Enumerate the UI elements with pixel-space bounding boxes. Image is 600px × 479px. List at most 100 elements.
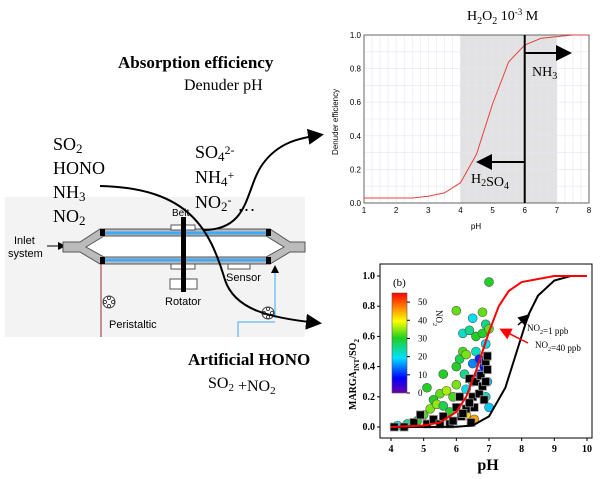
gas-no2: NO2 <box>53 206 86 228</box>
rotator-label: Rotator <box>165 296 201 308</box>
absorption-title: Absorption efficiency <box>118 53 274 72</box>
ion-list: SO42- NH4+ NO2-… <box>195 142 256 215</box>
seal <box>100 257 105 264</box>
y-tick-label: 0.0 <box>363 422 376 433</box>
red-curve <box>390 275 587 428</box>
data-point-square <box>469 402 479 412</box>
black-curve <box>391 275 587 428</box>
data-point-circle <box>467 313 478 324</box>
data-point-circle <box>484 277 494 287</box>
denuder-efficiency-chart: 1 2 3 4 5 6 7 8 0.0 0.2 0.4 0.6 0.8 1.0 NH3 H2SO4 H2O2 1… <box>331 7 592 231</box>
belt-label: Belt <box>172 208 189 219</box>
y-tick-label: 1.0 <box>363 271 376 282</box>
chart-title: H2O2 10-3 M <box>467 7 539 27</box>
data-point-circle <box>461 349 471 360</box>
artificial-title: Artificial HONO <box>188 350 310 369</box>
x-tick-label: 4 <box>458 206 463 215</box>
x-tick-label: 6 <box>454 444 459 455</box>
y-tick-label: 0.8 <box>363 301 376 312</box>
colorbar-tick-label: 20 <box>418 352 428 362</box>
y-tick-label: 0.4 <box>350 132 362 141</box>
data-point-circle <box>477 307 488 318</box>
y-tick-label: 0.2 <box>363 392 376 403</box>
y-tick-label: 0.0 <box>350 199 362 208</box>
y-tick-label: 0.6 <box>363 331 376 342</box>
colorbar-tick-label: 40 <box>418 315 428 325</box>
x-axis-label: pH <box>471 222 481 231</box>
data-point-circle <box>425 404 436 414</box>
x-tick-label: 10 <box>582 444 592 455</box>
ion-no2: NO2-… <box>195 192 256 215</box>
y-tick-label: 1.0 <box>350 31 362 40</box>
peristaltic-label: Peristaltic <box>109 319 157 331</box>
belt-shaft <box>181 217 186 292</box>
peristaltic-pump-icon <box>102 295 116 309</box>
y-tick-label: 0.8 <box>350 65 362 74</box>
rotator-shaft <box>181 277 186 292</box>
data-point-circle <box>451 305 462 316</box>
y-axis-label-main: MARGA <box>348 370 359 410</box>
colorbar-tick-label: 0 <box>418 388 423 398</box>
y-tick-label: 0.2 <box>350 165 362 174</box>
data-point-circle <box>438 401 449 411</box>
ion-so4-base: SO4 <box>195 142 225 164</box>
artificial-flow-arrow <box>99 185 322 330</box>
x-tick-label: 5 <box>490 206 495 215</box>
x-tick-label: 4 <box>389 444 394 455</box>
x-tick-label: 6 <box>522 206 527 215</box>
h2so4-annotation: H2SO4 <box>471 172 509 192</box>
data-point-square <box>464 398 474 408</box>
data-point-square <box>415 410 425 420</box>
x-axis-label: pH <box>477 457 499 474</box>
gas-hono: HONO <box>53 158 105 178</box>
return-line-2 <box>237 321 275 337</box>
sensor-box <box>227 263 251 270</box>
colorbar <box>391 292 408 394</box>
denuder-schematic: Inlet system Belt Rotator Sensor Perista… <box>5 197 306 337</box>
x-tick-label: 1 <box>362 206 367 215</box>
seal <box>100 229 105 236</box>
ion-no2-base: NO2 <box>195 192 228 214</box>
artificial-subtitle: SO2 +NO2 <box>208 375 276 397</box>
ion-so4-charge: 2- <box>225 143 235 157</box>
colorbar-label: NO2 <box>431 310 444 326</box>
data-point-circle <box>477 328 488 339</box>
absorption-subtitle: Denuder pH <box>184 77 263 94</box>
ion-no2-charge: - <box>228 193 232 207</box>
gas-so2: SO2 <box>53 134 83 156</box>
seal <box>266 257 271 264</box>
sensor-label: Sensor <box>226 272 261 284</box>
colorbar-tick-label: 30 <box>418 333 428 343</box>
data-point-square <box>482 365 492 375</box>
no2-40-arrow <box>499 328 529 344</box>
y-axis-label-tail: /SO2 <box>348 339 361 360</box>
data-point-circle <box>438 369 449 379</box>
data-point-circle <box>467 358 478 369</box>
ion-so4: SO42- <box>195 142 235 164</box>
y-tick-label: 0.6 <box>350 98 362 107</box>
ion-nh4-charge: + <box>228 168 235 182</box>
no2-1-arrow <box>517 313 531 327</box>
data-point-square <box>476 371 486 381</box>
data-point-circle <box>451 379 462 390</box>
x-tick-label: 8 <box>587 206 592 215</box>
y-axis-label: Denuder efficiency <box>331 89 340 155</box>
schematic-background <box>5 197 305 337</box>
data-point-square <box>479 395 489 405</box>
data-point-circle <box>422 382 432 393</box>
ion-nh4: NH4+ <box>195 167 235 189</box>
data-point-square <box>455 392 465 402</box>
x-tick-label: 7 <box>487 444 492 455</box>
data-point-square <box>458 409 468 418</box>
colorbar-tick-label: 10 <box>418 370 428 380</box>
ion-nh4-base: NH4 <box>195 167 228 189</box>
panel-label: (b) <box>393 277 406 289</box>
data-point-square <box>448 416 458 426</box>
marga-ratio-chart: 4 5 6 7 8 9 10 0.0 0.2 0.4 0.6 0.8 1.0 NO2=1 ppb NO2=4… <box>348 263 593 474</box>
data-point-circle <box>464 325 475 336</box>
y-axis-label: MARGAINT/SO2 <box>348 339 361 410</box>
x-tick-label: 3 <box>426 206 431 215</box>
no2-1-label: NO2=1 ppb <box>527 323 569 336</box>
